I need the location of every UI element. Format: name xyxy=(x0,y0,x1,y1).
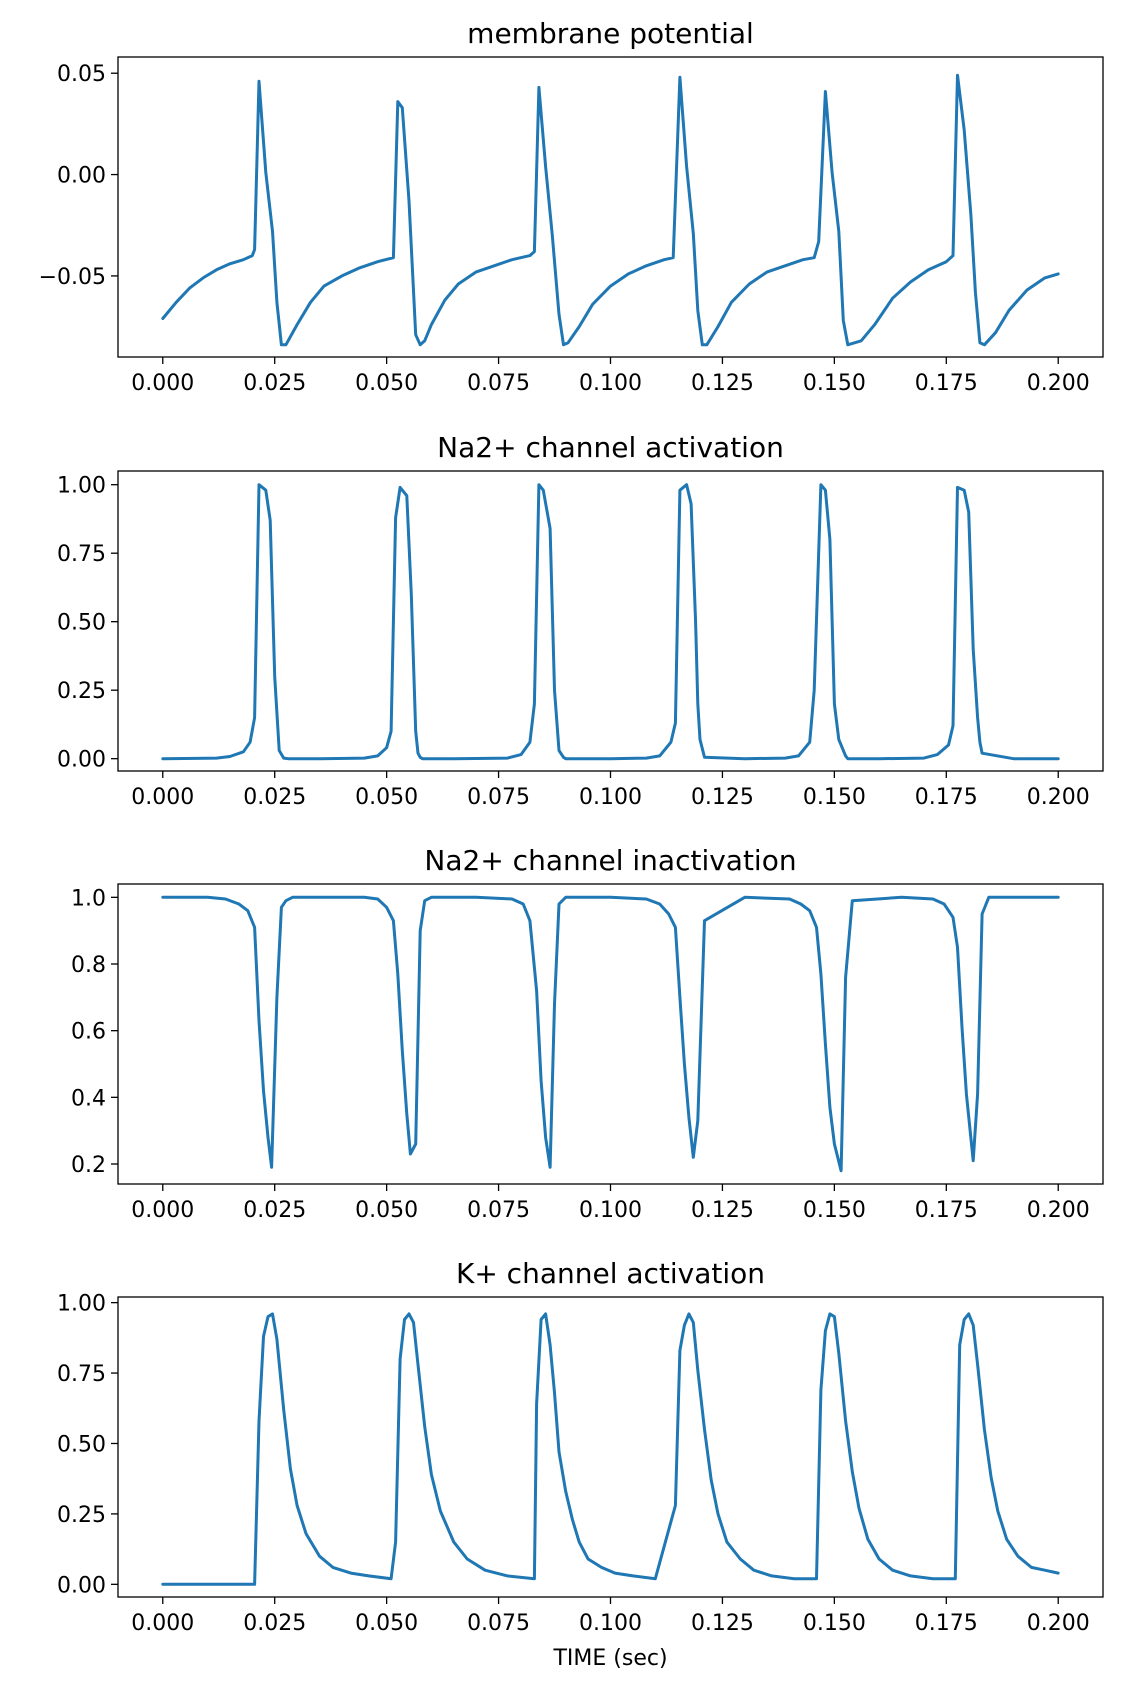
x-tick-label: 0.150 xyxy=(803,1198,866,1223)
subplot-1: 0.000 0.025 0.050 0.075 0.100 0.125 0.150 0.175… xyxy=(39,17,1104,396)
x-tick-label: 0.150 xyxy=(803,1611,866,1636)
y-tick-label: 0.4 xyxy=(71,1086,106,1111)
subplot-title: Na2+ channel inactivation xyxy=(424,844,796,877)
subplot-title: membrane potential xyxy=(467,17,754,50)
x-tick-label: 0.000 xyxy=(131,371,194,396)
x-tick-label: 0.025 xyxy=(243,371,306,396)
x-tick-label: 0.050 xyxy=(355,1611,418,1636)
y-tick-label: 0.75 xyxy=(57,1362,106,1387)
y-tick-label: 0.6 xyxy=(71,1020,106,1045)
y-tick-label: 0.00 xyxy=(57,1573,106,1598)
x-tick-label: 0.125 xyxy=(691,785,754,810)
x-tick-label: 0.025 xyxy=(243,1198,306,1223)
x-tick-label: 0.200 xyxy=(1027,1198,1090,1223)
x-tick-label: 0.100 xyxy=(579,371,642,396)
series-line-2-1 xyxy=(161,483,1060,761)
y-tick-label: 0.25 xyxy=(57,1503,106,1528)
y-tick-label: 0.00 xyxy=(57,164,106,189)
x-tick-label: 0.125 xyxy=(691,1611,754,1636)
x-tick-label: 0.050 xyxy=(355,1198,418,1223)
x-tick-label: 0.075 xyxy=(467,785,530,810)
x-tick-label: 0.200 xyxy=(1027,371,1090,396)
x-tick-label: 0.125 xyxy=(691,1198,754,1223)
y-tick-label: 1.00 xyxy=(57,474,106,499)
subplot-2: 0.000 0.025 0.050 0.075 0.100 0.125 0.150 0.175… xyxy=(57,431,1104,810)
y-tick-label: 0.8 xyxy=(71,953,106,978)
subplot-4: 0.000 0.025 0.050 0.075 0.100 0.125 0.150 0.175… xyxy=(57,1257,1104,1671)
x-tick-label: 0.150 xyxy=(803,371,866,396)
y-tick-label: 0.05 xyxy=(57,62,106,87)
x-tick-label: 0.200 xyxy=(1027,1611,1090,1636)
x-tick-label: 0.075 xyxy=(467,371,530,396)
x-tick-label: 0.175 xyxy=(915,371,978,396)
y-tick-label: 0.2 xyxy=(71,1153,106,1178)
series-line-1-1 xyxy=(161,73,1060,347)
x-tick-label: 0.000 xyxy=(131,1198,194,1223)
subplot-3: 0.000 0.025 0.050 0.075 0.100 0.125 0.150 0.175… xyxy=(71,844,1104,1223)
subplot-title: Na2+ channel activation xyxy=(437,431,784,464)
x-tick-label: 0.025 xyxy=(243,1611,306,1636)
x-tick-label: 0.175 xyxy=(915,1198,978,1223)
x-tick-label: 0.000 xyxy=(131,785,194,810)
y-tick-label: 1.0 xyxy=(71,886,106,911)
y-tick-label: 0.25 xyxy=(57,679,106,704)
x-tick-label: 0.175 xyxy=(915,1611,978,1636)
x-tick-label: 0.100 xyxy=(579,1198,642,1223)
x-tick-label: 0.150 xyxy=(803,785,866,810)
x-tick-label: 0.200 xyxy=(1027,785,1090,810)
x-tick-label: 0.125 xyxy=(691,371,754,396)
x-tick-label: 0.075 xyxy=(467,1198,530,1223)
y-tick-label: 1.00 xyxy=(57,1292,106,1317)
x-tick-label: 0.050 xyxy=(355,371,418,396)
x-axis-label: TIME (sec) xyxy=(552,1646,667,1671)
x-tick-label: 0.175 xyxy=(915,785,978,810)
x-tick-label: 0.025 xyxy=(243,785,306,810)
x-tick-label: 0.100 xyxy=(579,1611,642,1636)
series-line-4-1 xyxy=(161,1312,1060,1586)
x-tick-label: 0.050 xyxy=(355,785,418,810)
y-tick-label: 0.75 xyxy=(57,542,106,567)
x-tick-label: 0.000 xyxy=(131,1611,194,1636)
y-tick-label: 0.50 xyxy=(57,611,106,636)
y-tick-label: 0.50 xyxy=(57,1432,106,1457)
x-tick-label: 0.075 xyxy=(467,1611,530,1636)
y-tick-label: −0.05 xyxy=(39,265,106,290)
y-tick-label: 0.00 xyxy=(57,748,106,773)
x-tick-label: 0.100 xyxy=(579,785,642,810)
subplot-title: K+ channel activation xyxy=(456,1257,765,1290)
series-line-3-1 xyxy=(161,895,1060,1173)
